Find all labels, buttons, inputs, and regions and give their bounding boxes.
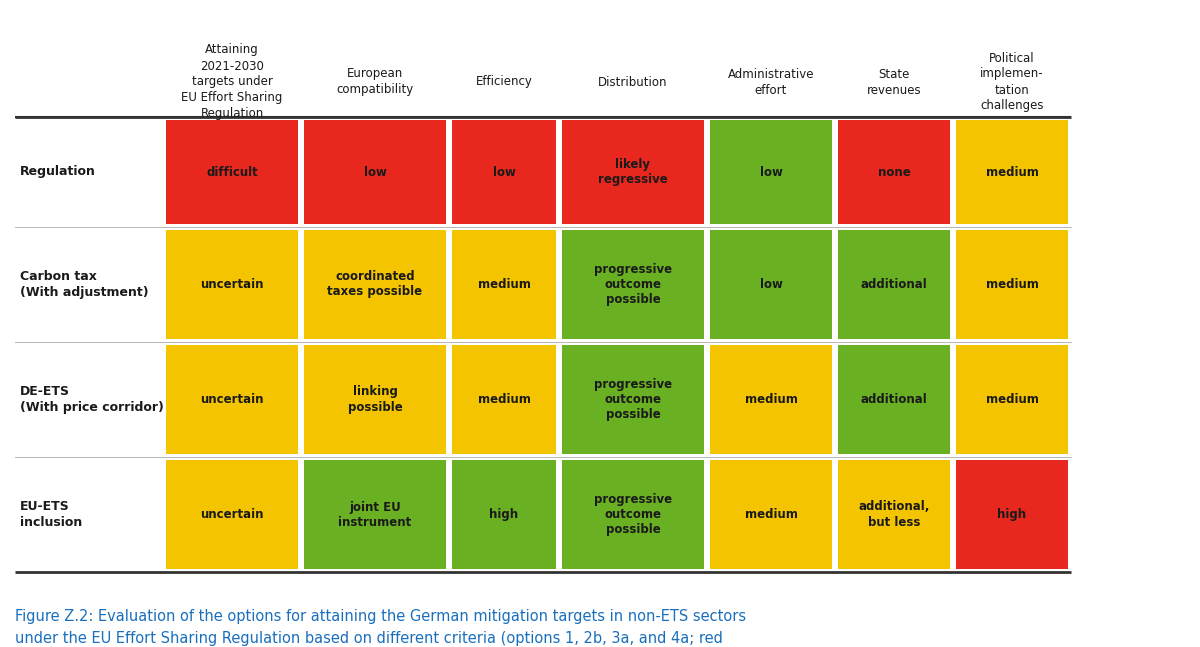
Bar <box>838 230 950 339</box>
Text: low: low <box>364 166 386 179</box>
Bar <box>304 120 446 224</box>
Text: Regulation: Regulation <box>20 166 96 179</box>
Text: Attaining
2021-2030
targets under
EU Effort Sharing
Regulation: Attaining 2021-2030 targets under EU Eff… <box>181 43 283 120</box>
Bar <box>838 460 950 569</box>
Text: medium: medium <box>744 393 798 406</box>
Text: uncertain: uncertain <box>200 508 264 521</box>
Text: linking
possible: linking possible <box>348 386 402 413</box>
Text: low: low <box>760 278 782 291</box>
Text: DE-ETS
(With price corridor): DE-ETS (With price corridor) <box>20 385 164 414</box>
Bar <box>562 345 704 454</box>
Text: medium: medium <box>478 393 530 406</box>
Bar <box>710 460 832 569</box>
Text: additional,
but less: additional, but less <box>858 501 930 529</box>
Text: none: none <box>877 166 911 179</box>
Text: high: high <box>490 508 518 521</box>
Text: high: high <box>997 508 1026 521</box>
Bar <box>304 460 446 569</box>
Text: Figure Z.2: Evaluation of the options for attaining the German mitigation target: Figure Z.2: Evaluation of the options fo… <box>14 609 746 647</box>
Text: European
compatibility: European compatibility <box>336 67 414 96</box>
Bar <box>956 460 1068 569</box>
Bar <box>710 230 832 339</box>
Text: difficult: difficult <box>206 166 258 179</box>
Text: additional: additional <box>860 393 928 406</box>
Text: progressive
outcome
possible: progressive outcome possible <box>594 493 672 536</box>
Text: uncertain: uncertain <box>200 278 264 291</box>
Bar <box>710 120 832 224</box>
Text: medium: medium <box>478 278 530 291</box>
Bar <box>956 120 1068 224</box>
Text: medium: medium <box>985 393 1038 406</box>
Bar <box>166 230 298 339</box>
Bar <box>452 345 556 454</box>
Bar <box>304 345 446 454</box>
Bar <box>956 230 1068 339</box>
Text: Administrative
effort: Administrative effort <box>727 67 815 96</box>
Text: EU-ETS
inclusion: EU-ETS inclusion <box>20 500 83 529</box>
Text: joint EU
instrument: joint EU instrument <box>338 501 412 529</box>
Text: State
revenues: State revenues <box>866 67 922 96</box>
Text: medium: medium <box>744 508 798 521</box>
Text: medium: medium <box>985 278 1038 291</box>
Bar <box>562 120 704 224</box>
Text: coordinated
taxes possible: coordinated taxes possible <box>328 270 422 298</box>
Text: Efficiency: Efficiency <box>475 76 533 89</box>
Bar <box>166 345 298 454</box>
Text: uncertain: uncertain <box>200 393 264 406</box>
Bar <box>710 345 832 454</box>
Text: Distribution: Distribution <box>599 76 667 89</box>
Bar <box>838 345 950 454</box>
Text: low: low <box>492 166 516 179</box>
Text: likely
regressive: likely regressive <box>598 158 668 186</box>
Bar <box>838 120 950 224</box>
Bar <box>166 460 298 569</box>
Text: progressive
outcome
possible: progressive outcome possible <box>594 263 672 306</box>
Bar <box>166 120 298 224</box>
Bar <box>562 460 704 569</box>
Text: progressive
outcome
possible: progressive outcome possible <box>594 378 672 421</box>
Text: Carbon tax
(With adjustment): Carbon tax (With adjustment) <box>20 270 149 299</box>
Bar <box>562 230 704 339</box>
Text: Political
implemen-
tation
challenges: Political implemen- tation challenges <box>980 52 1044 113</box>
Bar <box>956 345 1068 454</box>
Bar <box>452 120 556 224</box>
Bar <box>452 460 556 569</box>
Text: medium: medium <box>985 166 1038 179</box>
Bar <box>452 230 556 339</box>
Text: additional: additional <box>860 278 928 291</box>
Bar <box>304 230 446 339</box>
Text: low: low <box>760 166 782 179</box>
